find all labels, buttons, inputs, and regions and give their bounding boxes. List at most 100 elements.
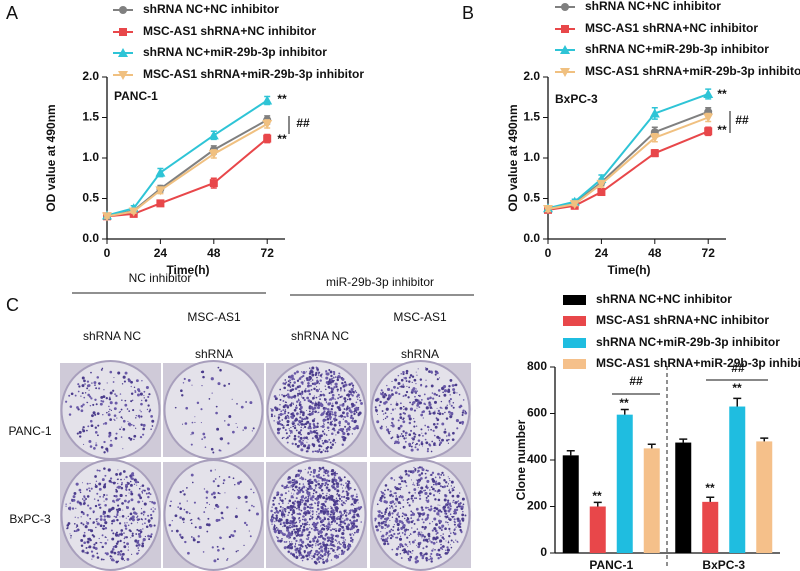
- colony: [324, 398, 327, 401]
- legend-label: MSC-AS1 shRNA+miR-29b-3p inhibitor: [143, 67, 364, 81]
- colony: [103, 451, 106, 454]
- colony: [91, 554, 95, 558]
- colony: [332, 519, 335, 522]
- colony: [93, 543, 96, 546]
- colony: [407, 414, 411, 418]
- colony: [351, 384, 355, 387]
- colony: [449, 505, 452, 508]
- colony: [409, 556, 412, 559]
- colony: [292, 425, 295, 428]
- colony: [344, 381, 347, 384]
- colony: [390, 493, 393, 496]
- colony: [217, 492, 220, 495]
- colony: [335, 529, 338, 532]
- colony: [83, 496, 86, 499]
- colony: [270, 517, 273, 519]
- colony: [282, 426, 285, 429]
- colony: [447, 388, 451, 392]
- colony: [80, 522, 83, 525]
- colony: [327, 554, 330, 557]
- colony: [285, 401, 287, 404]
- colony: [87, 393, 90, 397]
- colony: [315, 450, 318, 453]
- colony: [438, 440, 441, 442]
- colony: [96, 412, 100, 415]
- colony: [429, 540, 431, 542]
- colony: [438, 412, 442, 416]
- colony: [304, 478, 307, 481]
- colony: [461, 420, 465, 424]
- colony: [327, 496, 331, 500]
- colony: [130, 380, 133, 384]
- colony: [374, 517, 377, 521]
- colony: [320, 556, 322, 559]
- x-axis-label: Time(h): [607, 263, 650, 277]
- colony: [377, 510, 381, 513]
- legend-label: shRNA NC+miR-29b-3p inhibitor: [143, 45, 327, 59]
- colony: [353, 412, 356, 416]
- colony: [142, 423, 146, 427]
- colony: [301, 541, 303, 544]
- colony: [448, 384, 451, 388]
- colony: [136, 484, 138, 486]
- colony: [312, 521, 316, 525]
- colony: [437, 412, 439, 415]
- y-tick-label: 0: [540, 545, 547, 559]
- marker: [704, 127, 713, 136]
- colony: [382, 413, 385, 415]
- colony: [316, 425, 319, 429]
- colony: [413, 420, 416, 423]
- colony: [129, 438, 133, 441]
- colony: [435, 553, 439, 557]
- colony: [445, 481, 448, 484]
- colony: [237, 481, 241, 485]
- colony: [351, 516, 354, 519]
- colony: [342, 539, 344, 541]
- colony: [345, 496, 348, 500]
- colony: [95, 442, 97, 444]
- colony: [117, 553, 119, 556]
- colony: [306, 420, 310, 424]
- colony: [96, 376, 100, 379]
- colony: [291, 378, 294, 381]
- colony: [284, 416, 288, 420]
- bar: [675, 442, 692, 553]
- x-axis-label: Time(h): [166, 263, 209, 277]
- colony: [295, 429, 298, 432]
- annotation: ##: [735, 113, 749, 127]
- colony: [392, 509, 396, 513]
- colony: [286, 528, 290, 532]
- colony: [134, 391, 137, 393]
- colony: [390, 528, 393, 531]
- colony: [313, 406, 317, 410]
- colony: [279, 388, 282, 391]
- colony: [90, 487, 93, 490]
- colony: [112, 532, 115, 535]
- colony: [338, 422, 341, 425]
- colony: [428, 558, 430, 561]
- colony: [330, 374, 333, 378]
- colony: [141, 380, 143, 382]
- colony: [429, 406, 433, 409]
- colony: [252, 491, 255, 494]
- colony: [391, 421, 393, 424]
- colony: [462, 518, 465, 520]
- colony: [402, 505, 405, 508]
- colony: [300, 394, 302, 396]
- colony: [329, 398, 331, 400]
- colony: [305, 409, 308, 412]
- colony: [121, 481, 123, 484]
- colony: [109, 396, 111, 399]
- colony: [379, 400, 382, 404]
- colony: [347, 523, 351, 527]
- colony: [390, 477, 393, 480]
- colony: [311, 495, 315, 499]
- colony: [424, 385, 427, 388]
- colony: [277, 421, 279, 423]
- colony: [123, 559, 125, 561]
- colony: [131, 518, 135, 522]
- colony: [329, 421, 332, 424]
- colony: [77, 390, 80, 393]
- colony: [384, 520, 387, 524]
- colony: [110, 558, 115, 562]
